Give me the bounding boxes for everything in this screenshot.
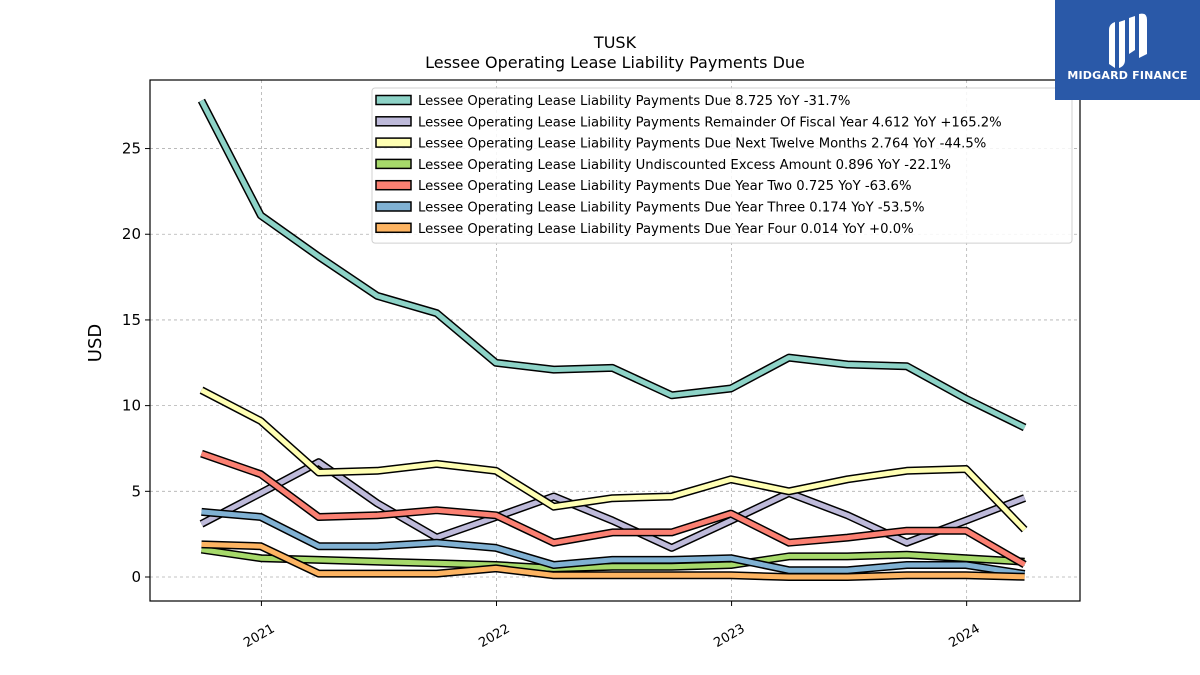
legend-swatch	[375, 222, 412, 234]
brand-logo: MIDGARD FINANCE	[1055, 0, 1200, 100]
y-tick-label: 0	[131, 568, 141, 586]
legend-swatch	[375, 137, 412, 148]
series-6	[201, 507, 1026, 578]
series-line	[200, 387, 1027, 532]
brand-mark-icon	[1109, 13, 1147, 68]
chart-subtitle: Lessee Operating Lease Liability Payment…	[425, 53, 805, 72]
legend-label: Lessee Operating Lease Liability Payment…	[418, 201, 925, 216]
y-tick-label: 15	[122, 311, 141, 329]
series-line	[201, 541, 1025, 580]
legend-label: Lessee Operating Lease Liability Payment…	[418, 137, 986, 152]
series-1	[197, 98, 1027, 432]
legend-swatch	[375, 201, 412, 212]
legend-label: Lessee Operating Lease Liability Payment…	[418, 222, 914, 237]
legend: Lessee Operating Lease Liability Payment…	[371, 87, 1073, 244]
legend-swatch	[375, 179, 412, 191]
y-tick-label: 5	[131, 482, 141, 500]
y-tick-label: 25	[122, 140, 141, 158]
series-line	[200, 451, 1026, 567]
y-tick-label: 10	[122, 397, 141, 415]
legend-label: Lessee Operating Lease Liability Payment…	[418, 115, 1002, 130]
legend-label: Lessee Operating Lease Liability Undisco…	[418, 158, 951, 173]
series-4	[200, 545, 1025, 573]
x-tick-label: 2021	[241, 621, 277, 651]
legend-box	[371, 87, 1073, 244]
series-line-outline	[199, 386, 1028, 533]
legend-swatch	[375, 158, 412, 170]
plot-frame	[149, 79, 1081, 602]
series-5	[200, 449, 1027, 569]
x-tick-label: 2022	[476, 621, 512, 651]
y-tick-label: 20	[122, 225, 141, 243]
legend-label: Lessee Operating Lease Liability Payment…	[418, 179, 911, 194]
legend-label: Lessee Operating Lease Liability Payment…	[418, 94, 850, 109]
series-line	[201, 509, 1025, 577]
legend-swatch	[375, 94, 412, 106]
series-3	[199, 386, 1028, 533]
series-lines	[197, 98, 1028, 581]
legend-swatch	[375, 116, 412, 127]
x-tick-label: 2024	[946, 621, 982, 651]
y-axis-label: USD	[85, 324, 106, 362]
series-7	[201, 540, 1025, 581]
series-line	[201, 547, 1025, 571]
brand-name: MIDGARD FINANCE	[1067, 69, 1188, 82]
x-tick-label: 2023	[711, 621, 747, 651]
series-line	[199, 99, 1026, 430]
chart-title: TUSK	[593, 33, 637, 52]
